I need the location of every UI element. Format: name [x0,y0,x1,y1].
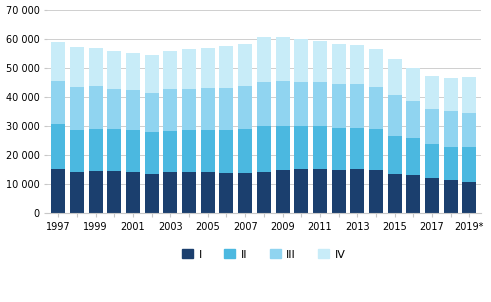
Bar [387,174,402,213]
Bar [219,130,233,173]
Bar [350,128,364,169]
Bar [275,126,290,170]
Bar [369,170,383,213]
Bar [238,129,252,173]
Bar [182,49,196,88]
Bar [145,174,159,213]
Bar [294,169,308,213]
Bar [70,47,84,87]
Bar [182,172,196,213]
Bar [444,147,458,180]
Bar [126,130,140,172]
Bar [425,144,439,178]
Bar [369,130,383,170]
Bar [238,173,252,213]
Bar [219,46,233,88]
Bar [70,172,84,213]
Bar [369,49,383,87]
Bar [108,171,121,213]
Bar [51,81,65,124]
Bar [387,136,402,174]
Bar [89,171,103,213]
Bar [201,48,215,88]
Bar [70,130,84,172]
Bar [294,82,308,126]
Bar [369,87,383,130]
Bar [145,132,159,174]
Bar [238,86,252,129]
Bar [257,172,271,213]
Bar [275,170,290,213]
Legend: I, II, III, IV: I, II, III, IV [178,245,350,264]
Bar [164,89,177,130]
Bar [219,173,233,213]
Bar [407,175,420,213]
Bar [145,93,159,132]
Bar [238,43,252,86]
Bar [313,169,327,213]
Bar [387,95,402,136]
Bar [331,128,346,170]
Bar [201,130,215,172]
Bar [145,55,159,93]
Bar [313,40,327,82]
Bar [463,182,476,213]
Bar [350,84,364,128]
Bar [126,90,140,130]
Bar [51,124,65,169]
Bar [51,169,65,213]
Bar [164,130,177,172]
Bar [350,45,364,84]
Bar [89,48,103,86]
Bar [463,77,476,113]
Bar [294,40,308,82]
Bar [331,170,346,213]
Bar [201,172,215,213]
Bar [219,88,233,130]
Bar [463,113,476,146]
Bar [407,101,420,138]
Bar [331,44,346,84]
Bar [182,130,196,172]
Bar [275,81,290,126]
Bar [257,37,271,82]
Bar [444,78,458,111]
Bar [350,169,364,213]
Bar [108,51,121,89]
Bar [126,172,140,213]
Bar [313,82,327,126]
Bar [89,129,103,171]
Bar [331,84,346,128]
Bar [182,88,196,130]
Bar [201,88,215,130]
Bar [463,146,476,182]
Bar [164,172,177,213]
Bar [70,87,84,130]
Bar [425,178,439,213]
Bar [425,76,439,108]
Bar [275,37,290,81]
Bar [126,53,140,90]
Bar [108,130,121,171]
Bar [108,89,121,130]
Bar [89,86,103,129]
Bar [257,82,271,126]
Bar [164,51,177,89]
Bar [387,59,402,95]
Bar [407,68,420,101]
Bar [444,180,458,213]
Bar [407,138,420,175]
Bar [51,42,65,81]
Bar [425,108,439,144]
Bar [444,111,458,147]
Bar [313,126,327,169]
Bar [294,126,308,169]
Bar [257,126,271,172]
